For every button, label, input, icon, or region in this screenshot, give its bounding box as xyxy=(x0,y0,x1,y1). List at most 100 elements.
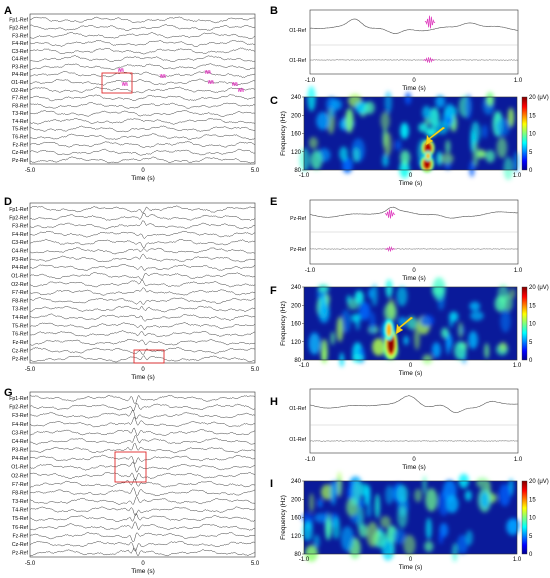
xlabel: Time (s) xyxy=(399,370,423,377)
eeg-trace xyxy=(29,125,256,133)
panel-b-frame xyxy=(309,9,519,75)
panel-e-xlabel: Time (s) xyxy=(402,275,426,282)
eeg-trace xyxy=(29,532,256,542)
colorbar-label: 0 xyxy=(529,552,533,558)
panel-a-traces xyxy=(29,16,256,164)
panel-d-traces xyxy=(29,205,256,363)
eeg-trace xyxy=(29,55,256,63)
ripple-mark xyxy=(207,79,214,85)
eeg-trace xyxy=(29,230,256,239)
panel-f-letter: F xyxy=(270,285,277,297)
panel-h-filtered-trace xyxy=(309,440,518,442)
eeg-trace xyxy=(29,117,256,125)
eeg-trace xyxy=(29,86,256,94)
eeg-trace xyxy=(29,272,256,280)
channel-label: Fp2-Ref xyxy=(9,25,28,31)
xtick-label: 1.0 xyxy=(513,363,522,369)
ripple-mark xyxy=(231,81,238,87)
channel-label: P4-Ref xyxy=(12,72,29,78)
panel-g-frame xyxy=(29,391,256,558)
eeg-trace xyxy=(29,63,256,71)
channel-label: T3-Ref xyxy=(12,307,28,313)
channel-label: O2-Ref xyxy=(11,88,28,94)
ytick-label: 120 xyxy=(291,150,302,156)
channel-label: P3-Ref xyxy=(12,257,29,263)
panel-a-ripple-marks xyxy=(117,67,244,93)
xtick-label: 1.0 xyxy=(513,173,522,179)
channel-label: Fp2-Ref xyxy=(9,215,28,221)
panel-g-xtick-left: -5.0 xyxy=(25,561,36,567)
eeg-trace xyxy=(29,472,256,481)
channel-label: T4-Ref xyxy=(12,315,28,321)
eeg-trace xyxy=(29,16,256,24)
channel-label: F7-Ref xyxy=(12,482,28,488)
panel-i-letter: I xyxy=(270,478,273,490)
panel-b-channel-2: O1-Ref xyxy=(289,58,306,64)
colorbar xyxy=(521,286,528,361)
panel-g-xlabel: Time (s) xyxy=(131,568,155,575)
channel-label: O1-Ref xyxy=(11,80,28,86)
panel-e-xtick-right: 1.0 xyxy=(514,268,523,274)
panel-h-channel-2: O1-Ref xyxy=(289,437,306,443)
panel-g-highlight-box xyxy=(114,451,147,483)
panel-h-xtick-right: 1.0 xyxy=(514,457,523,463)
eeg-trace xyxy=(29,478,256,488)
eeg-trace xyxy=(29,78,256,86)
panel-i-axes: 240 200 160 120 80 Frequency (Hz) -1.0 0 1.0 Time… xyxy=(280,479,549,571)
channel-label: T4-Ref xyxy=(12,508,28,514)
channel-label: O1-Ref xyxy=(11,273,28,279)
colorbar-label: 20 (μV) xyxy=(529,95,549,101)
ripple-mark xyxy=(117,67,124,73)
ytick-label: 200 xyxy=(291,113,302,119)
colorbar-label: 10 xyxy=(529,132,536,138)
panel-h-frame xyxy=(309,388,519,454)
eeg-trace xyxy=(29,442,256,454)
colorbar-label: 10 xyxy=(529,516,536,522)
ytick-label: 200 xyxy=(291,497,302,503)
channel-label: O2-Ref xyxy=(11,473,28,479)
eeg-trace xyxy=(29,313,256,322)
channel-label: Fp1-Ref xyxy=(9,396,28,402)
panel-d-channel-labels: Fp1-Ref Fp2-Ref F3-Ref F4-Ref C3-Ref C4-Ref P3… xyxy=(9,207,28,363)
channel-label: F8-Ref xyxy=(12,103,28,109)
panel-b: B O1-Ref O1-Ref -1.0 0 1.0 Time (s) xyxy=(270,5,523,92)
eeg-trace xyxy=(29,416,256,428)
channel-label: Fp1-Ref xyxy=(9,207,28,213)
panel-b-ripple-segment xyxy=(424,15,436,29)
panel-g: G Fp1-Ref Fp2-Ref F3-Ref F4-Ref C3-Ref C4-Ref… xyxy=(4,387,260,575)
panel-a-xlabel: Time (s) xyxy=(131,175,155,182)
panel-c-letter: C xyxy=(270,95,278,107)
panel-a-xtick-left: -5.0 xyxy=(25,168,36,174)
panel-f-tfmap xyxy=(304,277,517,368)
eeg-trace xyxy=(29,39,256,47)
channel-label: T4-Ref xyxy=(12,119,28,125)
channel-label: C4-Ref xyxy=(12,249,29,255)
eeg-trace xyxy=(29,487,256,497)
panel-e-filtered-ripple xyxy=(384,245,396,253)
xtick-label: 0 xyxy=(409,173,413,179)
panel-g-xtick-mid: 0 xyxy=(141,561,145,567)
panel-c: C 240 200 160 120 80 Frequency (Hz) -1.0 0 1.0 Ti… xyxy=(270,86,549,187)
panel-e-raw-trace xyxy=(309,206,518,219)
channel-label: F3-Ref xyxy=(12,224,28,230)
xlabel: Time (s) xyxy=(399,564,423,571)
channel-label: F4-Ref xyxy=(12,41,28,47)
panel-e-channel-1: Pz-Ref xyxy=(290,216,306,222)
eeg-trace xyxy=(29,461,256,473)
panel-b-channel-1: O1-Ref xyxy=(289,28,306,34)
eeg-trace xyxy=(29,205,256,214)
eeg-trace xyxy=(29,247,256,255)
panel-d-xtick-mid: 0 xyxy=(141,367,145,373)
eeg-trace xyxy=(29,427,256,436)
channel-label: T6-Ref xyxy=(12,525,28,531)
eeg-trace xyxy=(29,355,256,363)
panel-e-filtered-trace xyxy=(309,248,518,250)
eeg-trace xyxy=(29,238,256,249)
colorbar-label: 5 xyxy=(529,534,533,540)
panel-e-channel-2: Pz-Ref xyxy=(290,247,306,253)
eeg-trace xyxy=(29,141,256,148)
eeg-trace xyxy=(29,322,256,330)
channel-label: T3-Ref xyxy=(12,111,28,117)
colorbar-label: 5 xyxy=(529,340,533,346)
eeg-trace xyxy=(29,133,256,141)
